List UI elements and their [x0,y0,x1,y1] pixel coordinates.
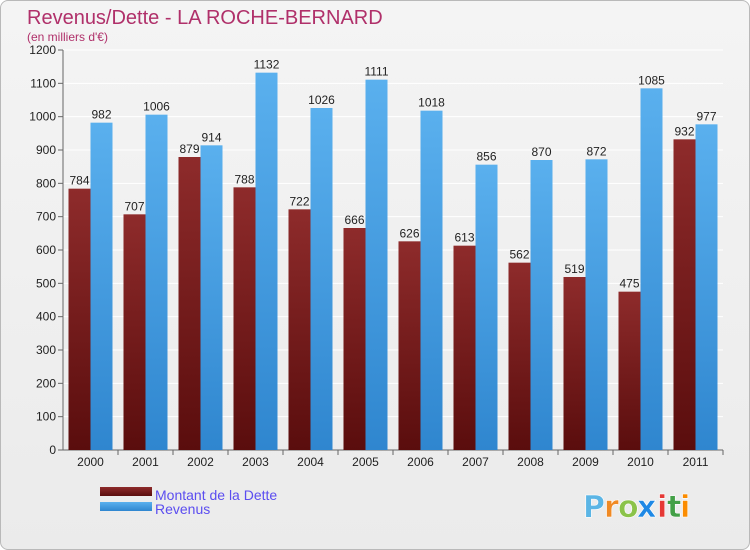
bar-revenus [420,110,443,451]
bar-dette [343,228,366,450]
x-tick-label: 2006 [407,455,434,469]
x-tick-label: 2011 [683,455,709,469]
data-label: 722 [289,194,309,208]
y-tick-label: 900 [36,143,56,157]
bar-dette [288,209,311,450]
logo-letter: o [618,490,639,525]
data-label: 475 [619,277,639,291]
y-tick-label: 600 [36,243,56,257]
data-label: 870 [531,145,551,159]
y-tick-label: 1200 [29,43,56,57]
data-label: 1085 [638,73,665,87]
x-tick-label: 2001 [132,455,159,469]
y-tick-label: 100 [36,410,56,424]
y-tick-label: 1100 [30,76,56,90]
data-label: 872 [586,144,606,158]
y-tick-label: 200 [36,376,56,390]
bar-dette [68,188,91,450]
x-tick-label: 2004 [297,455,324,469]
data-label: 932 [674,124,694,138]
data-label: 666 [344,213,364,227]
legend-label-revenus: Revenus [155,501,210,517]
bar-revenus [475,164,498,450]
data-label: 1026 [308,93,335,107]
logo-letter: P [583,490,605,525]
data-label: 856 [476,150,496,164]
bar-revenus [200,145,223,451]
bar-dette [508,262,531,450]
bar-revenus [530,160,553,450]
data-label: 977 [696,109,716,123]
data-label: 1132 [254,58,280,72]
bar-dette [673,139,696,451]
bar-dette [178,157,201,450]
data-label: 707 [124,199,144,213]
x-tick-label: 2005 [352,455,379,469]
bar-revenus [310,108,333,450]
bar-revenus [585,159,608,451]
bar-revenus [145,114,168,451]
bar-dette [233,187,256,451]
logo-letter: x [637,490,656,525]
bar-dette [618,291,641,450]
y-tick-label: 1000 [29,110,56,124]
data-label: 519 [564,262,584,276]
data-label: 879 [179,142,199,156]
y-tick-label: 500 [36,276,56,290]
legend-swatch-debt [100,487,152,496]
y-tick-label: 700 [36,210,56,224]
y-tick-label: 0 [49,443,56,457]
bar-revenus [255,72,278,451]
data-label: 562 [509,248,529,262]
logo-letter: i [680,490,690,525]
bar-revenus [365,79,388,451]
x-tick-label: 2002 [187,455,214,469]
x-tick-label: 2008 [517,455,544,469]
y-tick-label: 400 [36,310,56,324]
plot-area: 0 100 200 300 400 500 600 700 800 900 1000 1100 1200… [29,43,724,469]
x-tick-label: 2010 [627,455,654,469]
data-label: 1006 [143,100,170,114]
x-tick-label: 2000 [77,455,104,469]
data-label: 613 [454,231,474,245]
data-label: 1018 [418,96,445,110]
logo-letter: r [604,490,619,525]
data-label: 784 [69,174,89,188]
chart-title: Revenus/Dette - LA ROCHE-BERNARD [27,7,383,29]
bar-revenus [90,122,113,451]
chart-subtitle: (en milliers d'€) [27,30,108,44]
bar-dette [563,277,586,450]
bar-revenus [640,88,663,450]
bar-dette [398,241,421,450]
logo-letter: i [657,490,667,525]
x-tick-label: 2009 [572,455,599,469]
bar-revenus [695,124,718,450]
legend-label-debt: Montant de la Dette [155,487,277,503]
data-label: 788 [234,172,254,186]
x-tick-label: 2003 [242,455,269,469]
data-label: 1111 [364,65,388,79]
y-tick-label: 300 [36,343,56,357]
data-label: 914 [201,130,221,144]
legend-swatch-revenus [100,502,152,511]
logo-letter: t [667,490,681,525]
bar-dette [453,245,476,450]
bar-dette [123,214,146,450]
x-tick-label: 2007 [462,455,489,469]
y-tick-label: 800 [36,176,56,190]
data-label: 626 [399,226,419,240]
data-label: 982 [91,108,111,122]
